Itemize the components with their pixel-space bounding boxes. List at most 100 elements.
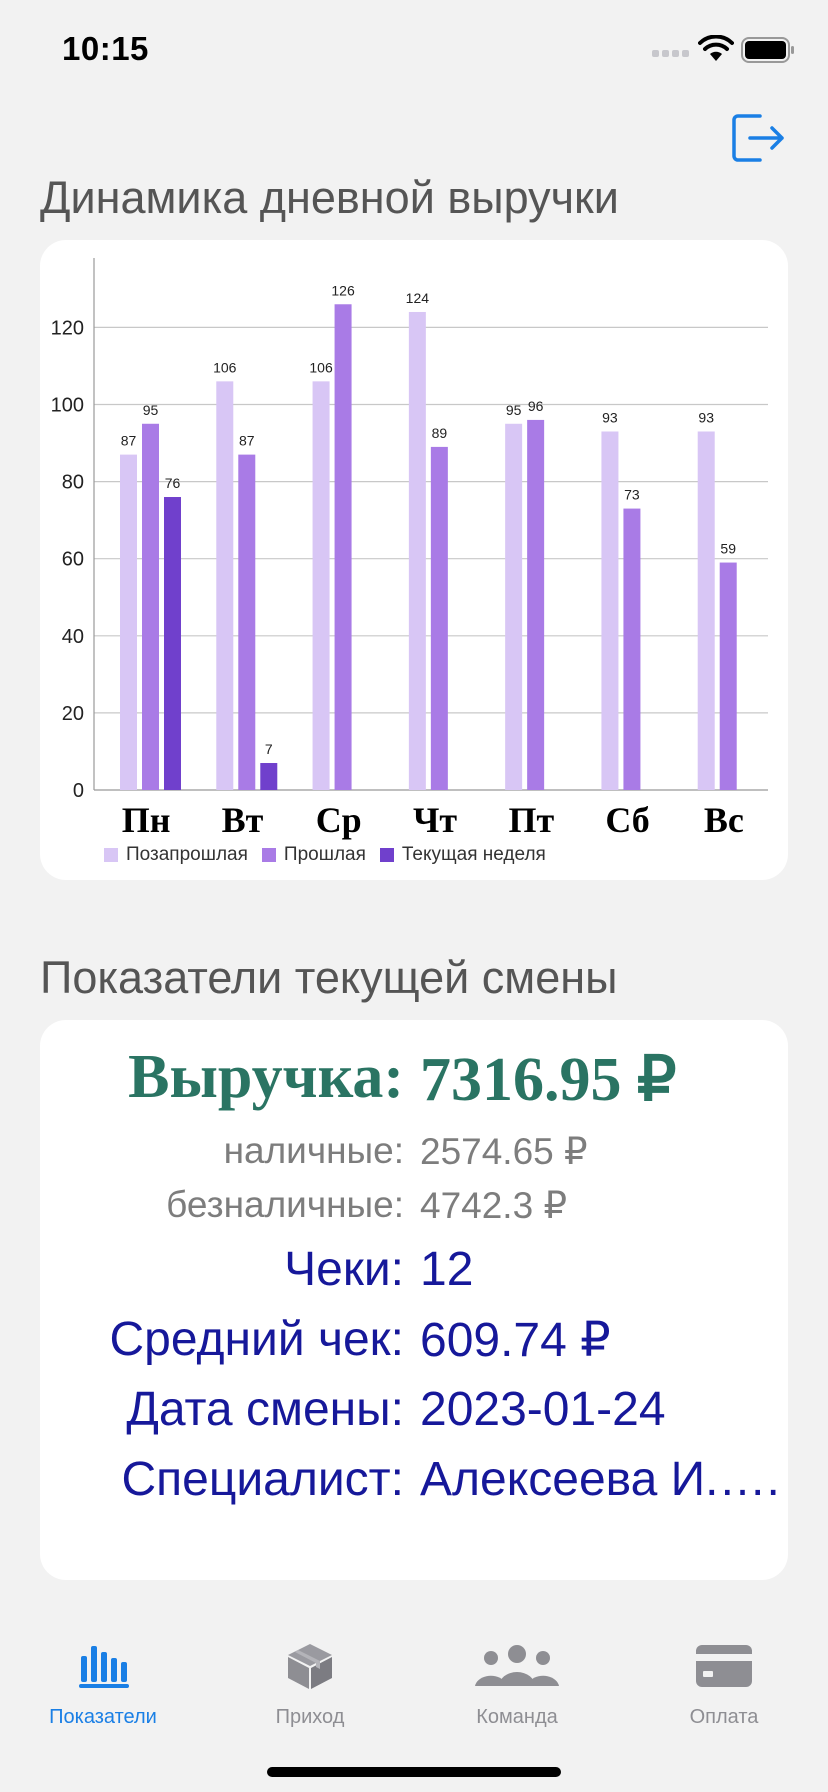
- y-tick-label: 120: [51, 317, 84, 339]
- chart-section-title: Динамика дневной выручки: [40, 172, 619, 223]
- cashless-value: 4742.3 ₽: [420, 1185, 567, 1226]
- cashless-row: безналичные: 4742.3 ₽: [40, 1184, 788, 1254]
- data-label: 95: [143, 402, 159, 418]
- shift-date-value: 2023-01-24: [420, 1383, 666, 1436]
- legend-item: Текущая неделя: [379, 844, 546, 866]
- team-icon: [475, 1645, 559, 1686]
- tab-payment-label: Оплата: [689, 1706, 759, 1728]
- x-category-label: Вт: [222, 800, 264, 840]
- legend-swatch: [379, 848, 394, 862]
- tab-payment[interactable]: Оплата: [639, 1638, 809, 1729]
- chart-bar: [216, 381, 234, 790]
- chart-bar: [697, 431, 715, 790]
- metrics-section-title: Показатели текущей смены: [40, 952, 618, 1003]
- revenue-chart-card: 0 20 40 60 80 100 120 87 95 76 Пн 106 87 7 Вт 106 126 Ср 1…: [40, 240, 788, 880]
- tab-indicators-label: Показатели: [49, 1706, 157, 1728]
- legend-label: Прошлая: [283, 844, 366, 865]
- tab-bar: Показатели Приход Команда: [0, 1620, 828, 1792]
- data-label: 7: [265, 741, 273, 757]
- x-category-label: Вс: [704, 800, 744, 840]
- chart-bar: [601, 431, 619, 790]
- data-label: 93: [698, 409, 714, 425]
- legend-item: Позапрошлая: [104, 844, 248, 866]
- chart-legend: Позапрошлая Прошлая Текущая неделя: [104, 844, 546, 866]
- chart-bar: [408, 311, 426, 790]
- data-label: 106: [309, 359, 333, 375]
- legend-item: Прошлая: [261, 844, 366, 866]
- legend-label: Текущая неделя: [401, 844, 546, 865]
- avg-check-label: Средний чек:: [109, 1313, 404, 1366]
- shift-date-row: Дата смены: 2023-01-24: [40, 1382, 788, 1452]
- status-bar: 10:15: [0, 0, 828, 100]
- data-label: 89: [432, 425, 448, 441]
- chart-bar: [260, 763, 278, 790]
- chart-bar: [120, 454, 137, 790]
- y-tick-label: 20: [62, 703, 84, 725]
- shift-metrics-card: Выручка: 7316.95 ₽ наличные: 2574.65 ₽ б…: [40, 1020, 788, 1580]
- chart-bars-icon: [79, 1646, 129, 1688]
- data-label: 87: [239, 433, 255, 449]
- revenue-label: Выручка:: [128, 1043, 404, 1111]
- avg-check-row: Средний чек: 609.74 ₽: [40, 1312, 788, 1382]
- data-label: 124: [406, 290, 430, 306]
- avg-check-value: 609.74 ₽: [420, 1314, 611, 1367]
- legend-swatch: [104, 848, 118, 862]
- cash-value: 2574.65 ₽: [420, 1131, 588, 1172]
- data-label: 95: [506, 402, 522, 418]
- box-icon: [288, 1644, 332, 1689]
- x-category-label: Ср: [316, 800, 362, 840]
- legend-label: Позапрошлая: [126, 844, 248, 865]
- cash-row: наличные: 2574.65 ₽: [40, 1130, 788, 1200]
- battery-icon: [741, 37, 794, 63]
- shift-date-label: Дата смены:: [126, 1383, 404, 1436]
- y-tick-label: 0: [73, 780, 84, 802]
- tab-team-label: Команда: [476, 1706, 558, 1728]
- checks-value: 12: [420, 1243, 474, 1296]
- tab-team[interactable]: Команда: [432, 1638, 602, 1729]
- credit-card-icon: [696, 1645, 752, 1687]
- chart-bar: [142, 423, 159, 790]
- chart-bar: [505, 423, 523, 790]
- chart-bar: [623, 508, 641, 790]
- checks-row: Чеки: 12: [40, 1242, 788, 1312]
- wifi-icon: [698, 35, 734, 61]
- data-label: 96: [528, 398, 544, 414]
- x-category-label: Пн: [122, 800, 171, 840]
- tab-indicators[interactable]: Показатели: [18, 1638, 188, 1729]
- specialist-value: Алексеева И.….: [420, 1453, 780, 1506]
- revenue-row: Выручка: 7316.95 ₽: [40, 1042, 788, 1114]
- chart-bar: [312, 381, 330, 790]
- data-label: 106: [213, 359, 237, 375]
- tab-income[interactable]: Приход: [225, 1638, 395, 1729]
- cash-label: наличные:: [223, 1130, 404, 1171]
- status-time: 10:15: [62, 30, 149, 67]
- revenue-bar-chart: 0 20 40 60 80 100 120 87 95 76 Пн 106 87 7 Вт 106 126 Ср 1…: [51, 258, 768, 840]
- chart-bar: [719, 562, 737, 790]
- y-tick-label: 40: [62, 626, 84, 648]
- checks-label: Чеки:: [284, 1243, 404, 1296]
- specialist-row: Специалист: Алексеева И.….: [40, 1452, 788, 1522]
- cellular-signal-icon: [652, 50, 689, 57]
- data-label: 126: [331, 282, 355, 298]
- data-label: 76: [165, 475, 181, 491]
- chart-bar: [527, 419, 545, 790]
- specialist-label: Специалист:: [121, 1453, 405, 1506]
- chart-bar: [430, 446, 448, 790]
- y-tick-label: 80: [62, 472, 84, 494]
- data-label: 87: [121, 433, 137, 449]
- x-category-label: Сб: [605, 800, 649, 840]
- chart-bar: [334, 304, 352, 790]
- tab-income-label: Приход: [275, 1706, 345, 1728]
- logout-button[interactable]: [730, 112, 786, 164]
- y-tick-label: 60: [62, 549, 84, 571]
- y-tick-label: 100: [51, 394, 84, 416]
- revenue-value: 7316.95 ₽: [420, 1046, 677, 1114]
- data-label: 59: [720, 541, 736, 557]
- data-label: 93: [602, 409, 618, 425]
- x-category-label: Чт: [413, 800, 457, 840]
- chart-bar: [238, 454, 256, 790]
- legend-swatch: [261, 848, 276, 862]
- chart-bar: [164, 497, 181, 790]
- cashless-label: безналичные:: [166, 1184, 404, 1225]
- data-label: 73: [624, 487, 640, 503]
